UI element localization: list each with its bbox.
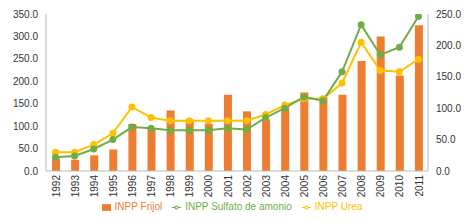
svg-text:200.0: 200.0 xyxy=(436,40,461,51)
svg-text:300.0: 300.0 xyxy=(13,31,38,42)
svg-text:2010: 2010 xyxy=(394,175,405,198)
html-text:INPP Urea: INPP Urea xyxy=(314,201,363,212)
svg-text:100.0: 100.0 xyxy=(436,103,461,114)
svg-text:2000: 2000 xyxy=(203,175,214,198)
svg-text:150.0: 150.0 xyxy=(436,71,461,82)
html-text:INPP Sulfato de amonio: INPP Sulfato de amonio xyxy=(185,201,292,212)
svg-text:200.0: 200.0 xyxy=(13,76,38,87)
svg-text:2005: 2005 xyxy=(299,175,310,198)
svg-text:2007: 2007 xyxy=(337,175,348,198)
svg-text:2008: 2008 xyxy=(356,175,367,198)
svg-text:1997: 1997 xyxy=(146,175,157,198)
svg-text:2006: 2006 xyxy=(318,175,329,198)
svg-text:1994: 1994 xyxy=(89,175,100,198)
svg-text:0.0: 0.0 xyxy=(24,166,38,177)
svg-text:50.0: 50.0 xyxy=(19,143,39,154)
svg-text:2002: 2002 xyxy=(242,175,253,198)
svg-text:250.0: 250.0 xyxy=(436,9,461,20)
svg-text:2009: 2009 xyxy=(375,175,386,198)
html-text:INPP Frijol: INPP Frijol xyxy=(114,201,163,212)
svg-text:2011: 2011 xyxy=(414,175,425,197)
svg-text:0.0: 0.0 xyxy=(436,166,450,177)
svg-text:1993: 1993 xyxy=(70,175,81,198)
svg-text:2004: 2004 xyxy=(280,175,291,198)
svg-text:1998: 1998 xyxy=(165,175,176,198)
svg-text:350.0: 350.0 xyxy=(13,9,38,20)
svg-text:1995: 1995 xyxy=(108,175,119,198)
svg-text:1992: 1992 xyxy=(51,175,62,198)
svg-text:1999: 1999 xyxy=(184,175,195,198)
svg-text:1996: 1996 xyxy=(127,175,138,198)
svg-text:50.0: 50.0 xyxy=(436,134,456,145)
svg-text:2003: 2003 xyxy=(261,175,272,198)
svg-text:100.0: 100.0 xyxy=(13,121,38,132)
svg-text:250.0: 250.0 xyxy=(13,53,38,64)
svg-text:150.0: 150.0 xyxy=(13,98,38,109)
svg-text:2001: 2001 xyxy=(223,175,234,198)
